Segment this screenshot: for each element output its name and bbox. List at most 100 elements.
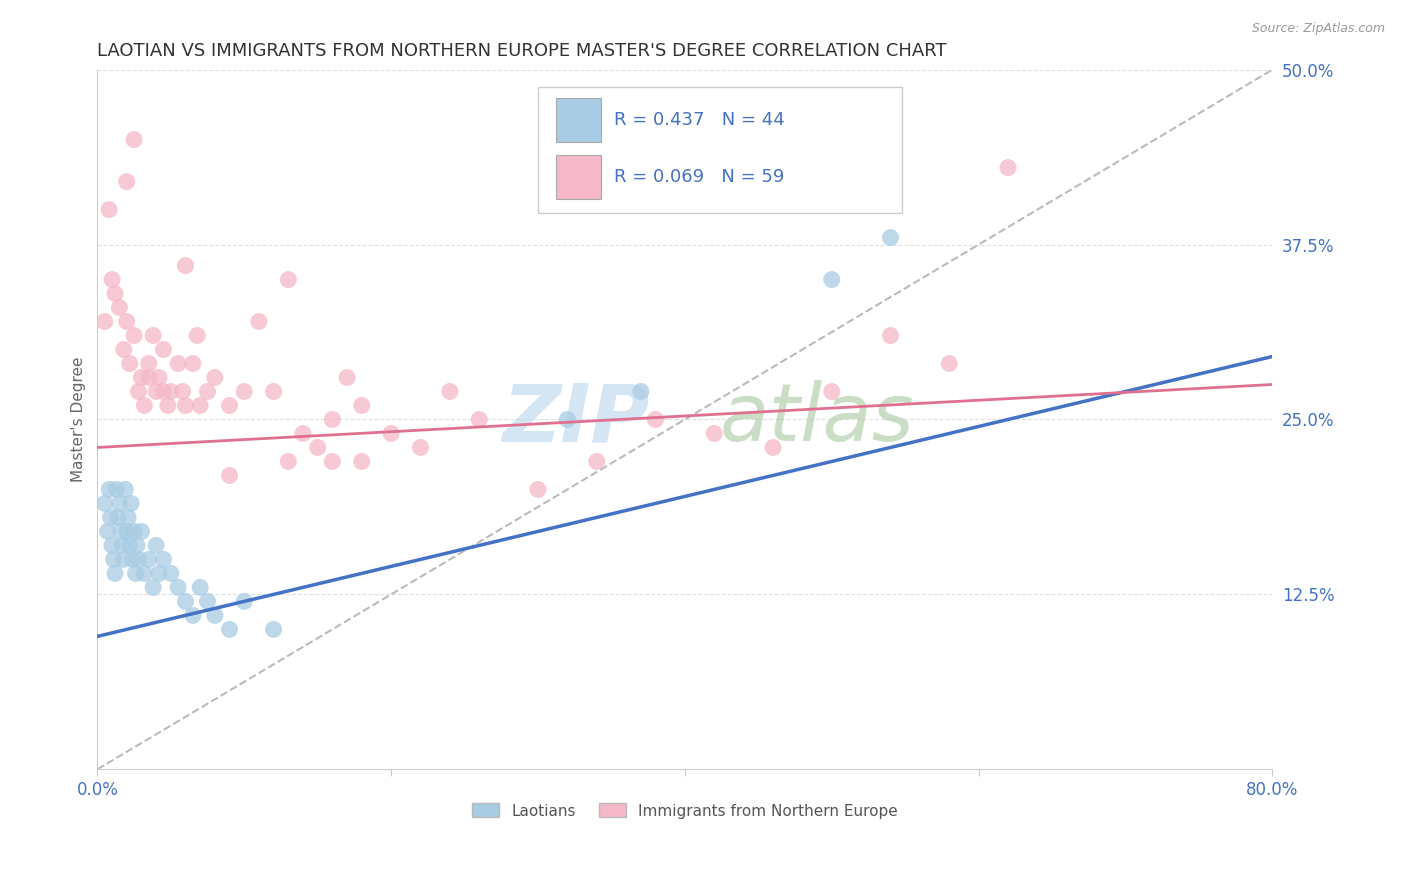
Point (120, 496, 142, 510)
Point (138, 357, 160, 371)
Point (204, 370, 226, 384)
Point (188, 581, 211, 595)
Point (277, 272, 299, 286)
Point (167, 357, 190, 371)
Point (112, 552, 135, 566)
Point (644, 412, 666, 426)
Point (380, 426, 402, 441)
Point (122, 524, 145, 539)
Text: R = 0.437   N = 44: R = 0.437 N = 44 (614, 112, 785, 129)
Point (156, 399, 179, 413)
Point (101, 272, 124, 286)
FancyBboxPatch shape (555, 97, 602, 142)
Point (112, 343, 135, 357)
Point (233, 594, 256, 608)
Text: R = 0.069   N = 59: R = 0.069 N = 59 (614, 169, 785, 186)
Point (277, 454, 299, 468)
Point (291, 426, 314, 441)
Point (263, 384, 285, 399)
Point (148, 566, 170, 581)
Point (101, 538, 124, 552)
Point (181, 608, 204, 623)
Point (134, 399, 156, 413)
Point (127, 384, 149, 399)
Point (118, 357, 141, 371)
Point (134, 566, 156, 581)
Point (115, 175, 138, 189)
Point (108, 496, 131, 510)
FancyBboxPatch shape (555, 154, 602, 199)
Point (159, 384, 181, 399)
Point (527, 483, 550, 497)
Point (104, 566, 127, 581)
Text: LAOTIAN VS IMMIGRANTS FROM NORTHERN EUROPE MASTER'S DEGREE CORRELATION CHART: LAOTIAN VS IMMIGRANTS FROM NORTHERN EURO… (97, 42, 948, 60)
Point (127, 552, 149, 566)
Point (409, 441, 432, 455)
Point (125, 538, 148, 552)
Point (204, 608, 226, 623)
Point (131, 370, 153, 384)
Point (167, 581, 190, 595)
Point (321, 412, 343, 426)
Point (263, 623, 285, 637)
Point (350, 454, 373, 468)
Point (142, 328, 165, 343)
Point (197, 384, 219, 399)
Point (98, 202, 121, 217)
Point (107, 510, 129, 524)
Point (104, 286, 127, 301)
Point (117, 510, 139, 524)
Text: atlas: atlas (720, 381, 915, 458)
Point (879, 230, 901, 244)
Point (93, 496, 115, 510)
Point (118, 538, 141, 552)
Point (350, 399, 373, 413)
Point (174, 259, 197, 273)
Point (142, 581, 165, 595)
Point (218, 399, 240, 413)
Point (585, 454, 607, 468)
Point (124, 566, 146, 581)
Point (97, 524, 120, 539)
Point (630, 384, 652, 399)
Point (879, 328, 901, 343)
Point (703, 426, 725, 441)
Point (439, 384, 461, 399)
Point (115, 314, 138, 328)
Point (114, 483, 136, 497)
Point (938, 357, 960, 371)
Point (174, 399, 197, 413)
Point (122, 328, 145, 343)
Point (247, 314, 270, 328)
Point (821, 384, 844, 399)
Point (197, 594, 219, 608)
Point (152, 343, 174, 357)
Point (336, 370, 359, 384)
Point (138, 370, 160, 384)
Point (145, 538, 167, 552)
Y-axis label: Master's Degree: Master's Degree (72, 357, 86, 483)
Point (997, 161, 1019, 175)
Point (821, 272, 844, 286)
Point (188, 399, 211, 413)
Point (105, 483, 128, 497)
Point (108, 301, 131, 315)
Point (115, 524, 138, 539)
Point (122, 133, 145, 147)
Point (121, 552, 143, 566)
Point (100, 510, 122, 524)
Point (152, 552, 174, 566)
Point (181, 357, 204, 371)
Point (138, 552, 160, 566)
Point (307, 441, 329, 455)
Point (111, 538, 134, 552)
Legend: Laotians, Immigrants from Northern Europe: Laotians, Immigrants from Northern Europ… (465, 797, 904, 824)
Point (321, 454, 343, 468)
Point (172, 384, 194, 399)
Point (468, 412, 491, 426)
Point (218, 623, 240, 637)
Point (233, 384, 256, 399)
FancyBboxPatch shape (538, 87, 903, 213)
Point (218, 468, 240, 483)
Text: ZIP: ZIP (502, 381, 650, 458)
